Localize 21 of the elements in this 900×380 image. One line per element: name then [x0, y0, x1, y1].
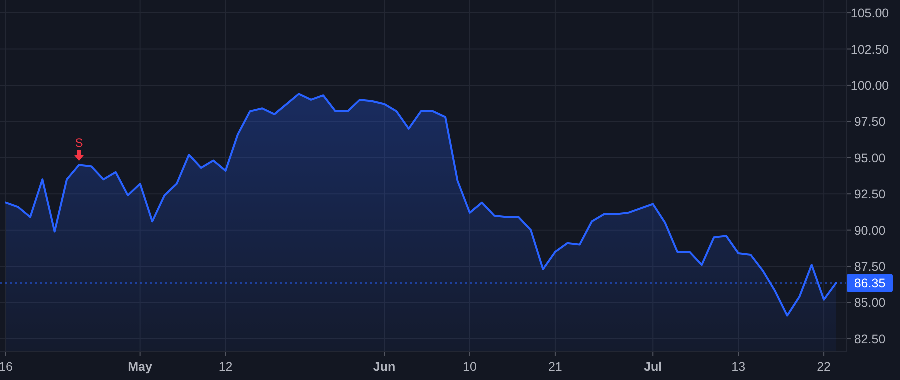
x-tick-label: 22: [817, 360, 832, 374]
x-tick-label: 21: [548, 360, 562, 374]
ref-line-label: 86.35: [854, 276, 886, 291]
x-tick-label: 16: [0, 360, 13, 374]
y-tick-label: 85.00: [854, 296, 886, 310]
y-tick-label: 87.50: [854, 260, 886, 274]
y-tick-label: 102.50: [850, 42, 890, 57]
y-tick-label: 100.00: [850, 78, 890, 93]
x-tick-label: Jul: [644, 360, 662, 374]
y-tick-label: 95.00: [854, 151, 886, 166]
y-tick-label: 82.50: [854, 332, 886, 346]
y-tick-label: 105.00: [850, 6, 890, 21]
annotation: S: [75, 136, 84, 150]
x-tick-label: Jun: [373, 360, 396, 374]
y-tick-label: 92.50: [854, 188, 886, 202]
x-tick-label: 10: [463, 360, 477, 374]
x-tick-label: 12: [218, 360, 233, 374]
y-tick-label: 97.50: [854, 115, 886, 130]
x-tick-label: May: [128, 360, 153, 374]
y-tick-label: 90.00: [854, 224, 886, 238]
x-tick-label: 13: [732, 360, 746, 374]
